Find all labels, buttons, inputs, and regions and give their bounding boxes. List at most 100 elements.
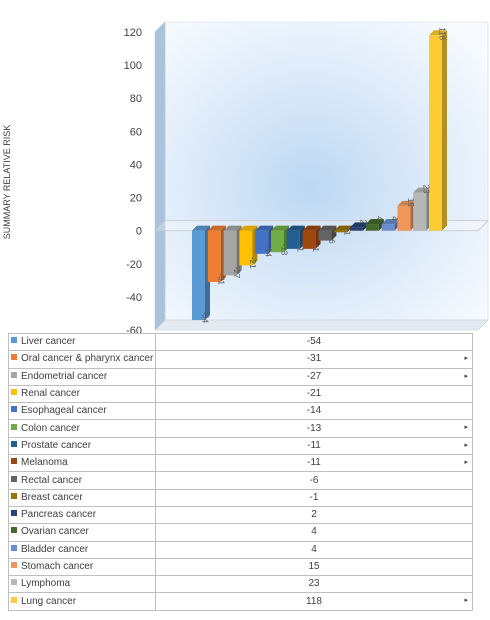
category-label: Bladder cancer: [21, 543, 89, 555]
bar: [271, 225, 289, 253]
legend-swatch: [11, 544, 17, 551]
legend-entry: Renal cancer: [8, 384, 156, 404]
value-label: 2: [311, 509, 317, 521]
value-cell: -31 ▸: [155, 350, 473, 369]
legend-swatch: [11, 406, 17, 413]
row-marker: ▸: [464, 372, 468, 380]
data-label: 4: [390, 216, 399, 221]
data-label: -13: [280, 244, 289, 256]
table-row: Lymphoma 23: [8, 575, 473, 594]
value-label: -21: [306, 388, 322, 400]
table-row: Renal cancer -21: [8, 384, 473, 404]
table-row: Esophageal cancer -14: [8, 402, 473, 421]
legend-entry: Rectal cancer: [8, 471, 156, 490]
legend-swatch: [11, 510, 17, 517]
value-label: -11: [307, 457, 321, 469]
y-tick-label: 120: [124, 27, 142, 39]
legend-swatch: [11, 354, 17, 361]
category-label: Rectal cancer: [21, 474, 83, 486]
table-row: Melanoma -11 ▸: [8, 454, 473, 473]
y-tick-label: 20: [130, 193, 142, 205]
value-label: 15: [308, 561, 320, 572]
data-label: 118: [438, 27, 447, 40]
value-cell: 15: [155, 557, 473, 577]
legend-swatch: [11, 440, 17, 447]
bar: [413, 187, 432, 231]
value-label: -27: [306, 370, 322, 382]
category-label: Liver cancer: [21, 336, 76, 348]
legend-swatch: [11, 562, 17, 568]
value-label: 4: [311, 526, 317, 538]
bar: [429, 30, 447, 231]
legend-swatch: [11, 527, 17, 534]
value-cell: 4: [155, 523, 473, 542]
value-label: 118: [306, 595, 322, 607]
data-labels: -54 -31 -27 -21 -14 -13 -11 -11 -6 -1 2 4 4 15 23 118: [201, 27, 447, 323]
category-label: Ovarian cancer: [21, 526, 89, 538]
category-label: Pancreas cancer: [21, 509, 97, 521]
legend-swatch: [11, 337, 17, 344]
data-label: -11: [295, 241, 304, 253]
table-row: Pancreas cancer 2: [8, 505, 473, 525]
legend-entry: Pancreas cancer: [8, 505, 156, 525]
y-tick-label: -20: [126, 259, 142, 271]
bar: [365, 219, 384, 231]
value-label: 23: [308, 578, 320, 590]
category-label: Lymphoma: [21, 578, 71, 590]
value-label: -11: [307, 439, 321, 451]
data-label: -6: [327, 236, 336, 244]
value-cell: -11 ▸: [155, 436, 473, 456]
value-cell: -14: [155, 402, 473, 421]
legend-entry: Lung cancer: [8, 592, 156, 611]
y-tick-label: -60: [126, 325, 142, 335]
bar: [192, 225, 210, 321]
side-wall: [154, 21, 166, 331]
value-label: -14: [306, 405, 322, 417]
y-tick-label: 60: [130, 126, 142, 138]
y-tick-label: 80: [130, 93, 142, 105]
value-cell: -6: [155, 471, 473, 490]
category-label: Melanoma: [21, 457, 68, 469]
bar: [318, 225, 337, 241]
value-cell: -21: [155, 384, 473, 404]
table-row: Bladder cancer 4: [8, 540, 473, 559]
legend-entry: Breast cancer: [8, 488, 156, 507]
value-label: 4: [311, 543, 317, 555]
y-axis-ticks: -60 -40 -20 0 20 40 60 80 100 120: [124, 27, 142, 335]
legend-entry: Bladder cancer: [8, 540, 156, 559]
legend-entry: Oral cancer & pharynx cancer: [8, 350, 156, 369]
table-row: Endometrial cancer -27 ▸: [8, 367, 473, 386]
legend-entry: Endometrial cancer: [8, 367, 156, 386]
value-label: -54: [306, 336, 322, 348]
category-label: Stomach cancer: [21, 561, 94, 572]
legend-swatch: [11, 475, 17, 482]
row-marker: ▸: [464, 441, 468, 449]
data-table: Liver cancer -54 Oral cancer & pharynx can…: [8, 332, 473, 611]
legend-entry: Prostate cancer: [8, 436, 156, 456]
data-label: 15: [406, 198, 415, 207]
y-tick-label: 0: [136, 226, 142, 238]
legend-swatch: [11, 596, 17, 603]
legend-entry: Colon cancer: [8, 419, 156, 438]
table-row: Rectal cancer -6: [8, 471, 473, 490]
legend-swatch: [11, 371, 17, 378]
legend-swatch: [11, 579, 17, 586]
table-row: Prostate cancer -11 ▸: [8, 436, 473, 456]
row-marker: ▸: [464, 459, 468, 467]
category-label: Renal cancer: [21, 388, 80, 400]
y-tick-label: -40: [126, 292, 142, 304]
data-label: -14: [264, 245, 273, 257]
legend-entry: Lymphoma: [8, 575, 156, 594]
y-tick-label: 100: [124, 60, 142, 72]
value-cell: 4: [155, 540, 473, 559]
data-label: -31: [216, 273, 225, 285]
value-cell: -13 ▸: [155, 419, 473, 438]
row-marker: ▸: [464, 424, 468, 432]
table-row: Stomach cancer 15: [8, 557, 473, 577]
row-marker: ▸: [464, 355, 468, 363]
legend-entry: Ovarian cancer: [8, 523, 156, 542]
table-row: Liver cancer -54: [8, 332, 473, 352]
legend-swatch: [11, 423, 17, 430]
legend-swatch: [11, 458, 17, 465]
value-cell: -11 ▸: [155, 454, 473, 473]
